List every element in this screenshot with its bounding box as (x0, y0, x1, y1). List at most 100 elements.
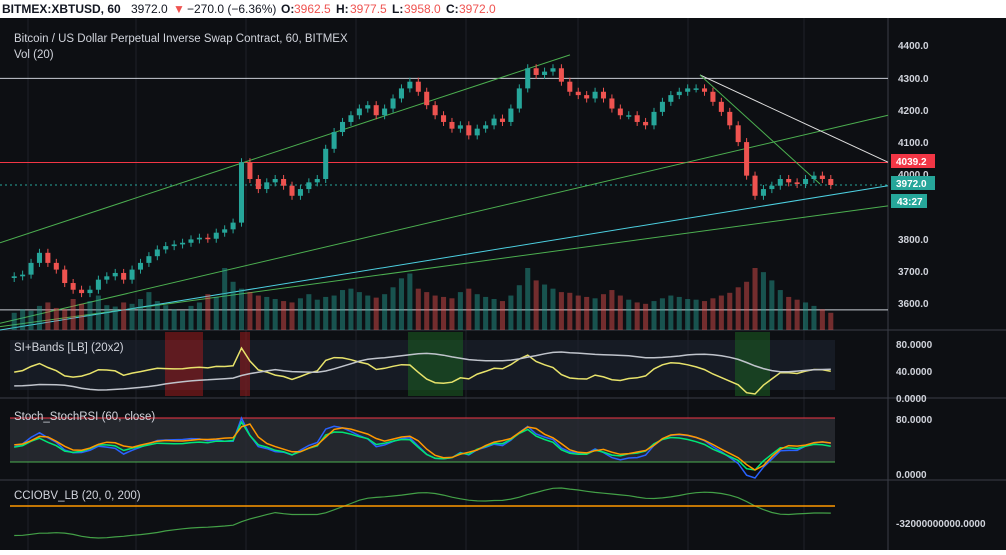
candle-body (457, 125, 463, 129)
candle-body (760, 189, 766, 196)
volume-bar (819, 309, 825, 330)
candle-body (634, 115, 640, 122)
candle-body (382, 108, 388, 116)
candle-body (600, 91, 607, 99)
chart-svg[interactable]: Bitcoin / US Dollar Perpetual Inverse Sw… (0, 18, 1006, 550)
volume-bar (112, 306, 118, 330)
candle-body (744, 142, 750, 176)
volume-bar (230, 281, 236, 330)
volume-bar (651, 301, 657, 330)
candle-body (28, 262, 34, 275)
last-price-badge: 3972.0 (896, 179, 927, 190)
stoch-rsi-title: Stoch_StochRSI (60, close) (14, 411, 155, 423)
volume-bars (11, 268, 834, 330)
open-label: O: (281, 2, 295, 16)
volume-bar (11, 312, 17, 330)
volume-bar (356, 292, 362, 330)
candle-body (499, 118, 505, 122)
volume-bar (264, 296, 270, 330)
volume-bar (769, 280, 775, 330)
candle-body (828, 179, 834, 186)
candle-body (659, 101, 665, 112)
volume-bar (701, 301, 708, 330)
volume-bar (474, 294, 480, 330)
candle-body (525, 68, 531, 89)
price-axis[interactable]: 4400.0 4300.0 4200.0 4100.0 4000.0 3800.… (891, 41, 986, 530)
trendline (699, 74, 889, 163)
candle-body (609, 98, 615, 109)
candle-body (306, 182, 312, 190)
volume-bar (499, 301, 505, 330)
trendline (699, 74, 821, 185)
red-level-badge-bg (891, 154, 935, 168)
stoch-tick: 0.0000 (896, 470, 927, 481)
candle-body (491, 118, 497, 126)
volume-bar (786, 296, 792, 330)
candle-body (331, 132, 337, 149)
countdown-badge: 43:27 (897, 197, 923, 208)
chart-area[interactable]: Bitcoin / US Dollar Perpetual Inverse Sw… (0, 18, 1006, 550)
si-line-yellow (14, 346, 831, 395)
candle-body (752, 175, 758, 196)
volume-bar (600, 294, 607, 330)
candle-body (45, 252, 51, 263)
trendlines (0, 54, 889, 331)
volume-bar (188, 305, 194, 330)
volume-bar (331, 295, 337, 330)
volume-bar (53, 307, 59, 330)
volume-bar (803, 302, 809, 330)
price-tick: 3700.0 (898, 267, 929, 278)
symbol-label[interactable]: BITMEX:XBTUSD, 60 (2, 2, 121, 16)
candle-body (584, 95, 590, 99)
volume-bar (70, 299, 76, 330)
candle-body (432, 105, 438, 116)
si-bands-title: SI+Bands [LB] (20x2) (14, 342, 124, 354)
volume-bar (533, 280, 539, 330)
cciobv-tick: -32000000000.0000 (896, 519, 986, 530)
candle-body (222, 229, 228, 233)
volume-bar (634, 302, 640, 330)
high-value: 3977.5 (350, 2, 387, 16)
candle-body (483, 125, 489, 129)
red-level-badge: 4039.2 (896, 157, 927, 168)
candle-body (238, 162, 245, 223)
candle-body (104, 276, 110, 280)
candle-body (146, 256, 152, 263)
volume-bar (272, 299, 278, 330)
volume-bar (407, 273, 413, 330)
volume-bar (760, 272, 766, 330)
volume-bar (617, 295, 623, 330)
candle-body (651, 111, 657, 126)
candle-body (121, 272, 127, 280)
cciobv-line (14, 487, 831, 539)
candle-body (264, 182, 270, 190)
candle-body (289, 185, 295, 196)
candle-body (213, 232, 219, 239)
volume-bar (457, 292, 463, 330)
volume-bar (247, 292, 253, 330)
candle-body (163, 246, 169, 250)
volume-bar (424, 292, 430, 330)
candle-body (297, 189, 303, 196)
volume-bar (154, 301, 160, 330)
candle-body (340, 121, 346, 133)
volume-bar (811, 305, 817, 330)
volume-bar (752, 268, 758, 330)
candle-body (474, 128, 480, 136)
candle-body (70, 283, 76, 290)
candle-body (558, 68, 564, 82)
candle-body (685, 88, 691, 92)
low-value: 3958.0 (404, 2, 441, 16)
stoch-band-fill (10, 418, 835, 462)
volume-bar (340, 290, 346, 330)
candle-body (777, 179, 783, 186)
candle-body (407, 81, 413, 89)
candle-body (424, 91, 430, 106)
volume-bar (213, 296, 219, 330)
candle-body (819, 175, 825, 179)
volume-bar (794, 299, 800, 330)
candle-body (617, 108, 623, 116)
change-down-icon: ▼ (173, 2, 185, 16)
volume-bar (398, 278, 404, 330)
candle-body (786, 179, 792, 183)
